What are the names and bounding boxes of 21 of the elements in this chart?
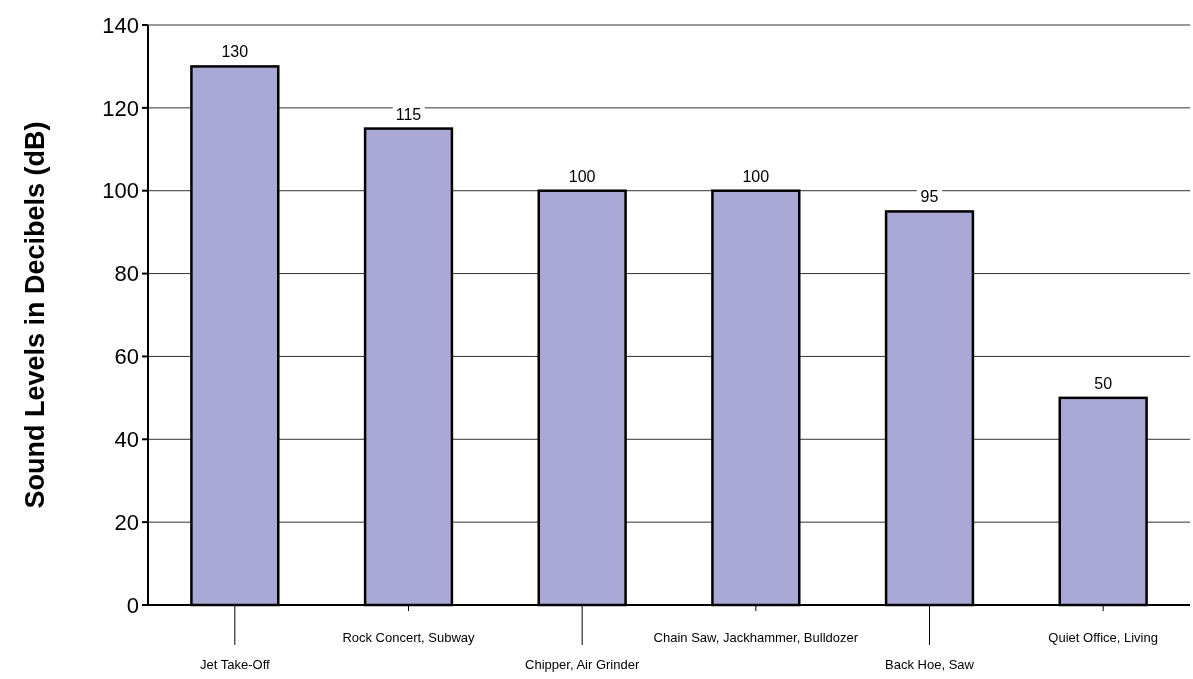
data-label: 50 [1094, 374, 1113, 392]
data-label: 95 [920, 188, 939, 206]
y-tick-label: 140 [102, 12, 139, 38]
y-tick-label: 20 [114, 509, 139, 535]
data-label: 115 [395, 105, 422, 123]
y-tick-label: 60 [114, 344, 139, 370]
x-tick-label: Jet Take-Off [200, 657, 271, 672]
y-tick-label: 120 [102, 95, 139, 121]
x-tick-label: Rock Concert, Subway [342, 630, 476, 645]
data-label: 100 [742, 167, 770, 185]
data-label: 130 [221, 43, 249, 61]
x-tick-label: Back Hoe, Saw [885, 657, 975, 672]
x-tick-label: Chain Saw, Jackhammer, Bulldozer [653, 630, 859, 645]
data-label: 100 [568, 167, 596, 185]
y-tick-label: 0 [126, 592, 139, 618]
x-tick-label: Quiet Office, Living [1048, 630, 1158, 645]
x-tick-label: Chipper, Air Grinder [525, 657, 640, 672]
y-axis-title: Sound Levels in Decibels (dB) [20, 121, 50, 509]
y-tick-label: 40 [114, 426, 139, 452]
y-tick-label: 80 [114, 261, 139, 287]
y-tick-label: 100 [102, 178, 139, 204]
